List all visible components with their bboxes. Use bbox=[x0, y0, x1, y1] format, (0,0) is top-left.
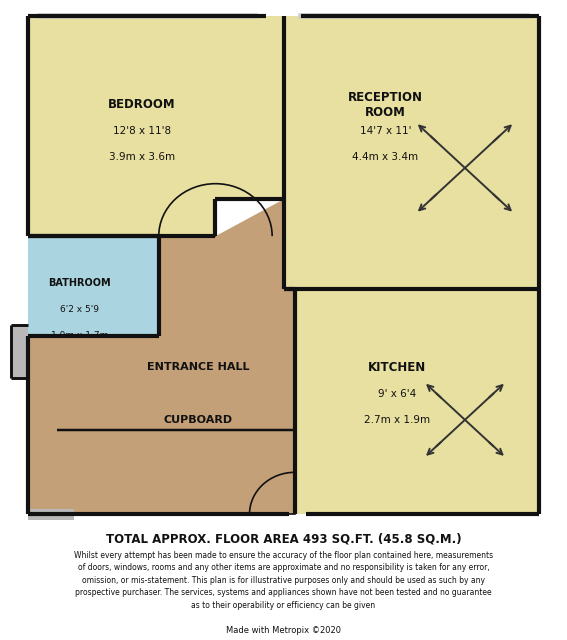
Bar bbox=[28, 509, 74, 520]
Text: 14'7 x 11': 14'7 x 11' bbox=[360, 126, 411, 136]
Bar bbox=[295, 289, 539, 515]
Text: ENTRANCE HALL: ENTRANCE HALL bbox=[147, 362, 249, 372]
Text: 4.4m x 3.4m: 4.4m x 3.4m bbox=[353, 152, 418, 163]
Text: KITCHEN: KITCHEN bbox=[368, 361, 426, 374]
Polygon shape bbox=[28, 200, 295, 515]
Text: 6'2 x 5'9: 6'2 x 5'9 bbox=[60, 305, 99, 314]
Text: 1.9m x 1.7m: 1.9m x 1.7m bbox=[50, 332, 108, 340]
Polygon shape bbox=[28, 16, 284, 236]
Text: Made with Metropix ©2020: Made with Metropix ©2020 bbox=[226, 627, 341, 636]
Text: 2.7m x 1.9m: 2.7m x 1.9m bbox=[364, 415, 430, 425]
Text: 3.9m x 3.6m: 3.9m x 3.6m bbox=[109, 152, 175, 163]
Text: TOTAL APPROX. FLOOR AREA 493 SQ.FT. (45.8 SQ.M.): TOTAL APPROX. FLOOR AREA 493 SQ.FT. (45.… bbox=[105, 532, 462, 545]
Text: Whilst every attempt has been made to ensure the accuracy of the floor plan cont: Whilst every attempt has been made to en… bbox=[74, 550, 493, 609]
Bar bbox=[284, 16, 539, 289]
Text: BATHROOM: BATHROOM bbox=[48, 278, 111, 289]
Polygon shape bbox=[28, 236, 159, 336]
Text: CUPBOARD: CUPBOARD bbox=[164, 415, 233, 425]
Text: RECEPTION
ROOM: RECEPTION ROOM bbox=[348, 91, 423, 119]
Text: BEDROOM: BEDROOM bbox=[108, 99, 176, 111]
Polygon shape bbox=[11, 325, 28, 378]
Text: 9' x 6'4: 9' x 6'4 bbox=[378, 388, 416, 399]
Text: 12'8 x 11'8: 12'8 x 11'8 bbox=[113, 126, 171, 136]
